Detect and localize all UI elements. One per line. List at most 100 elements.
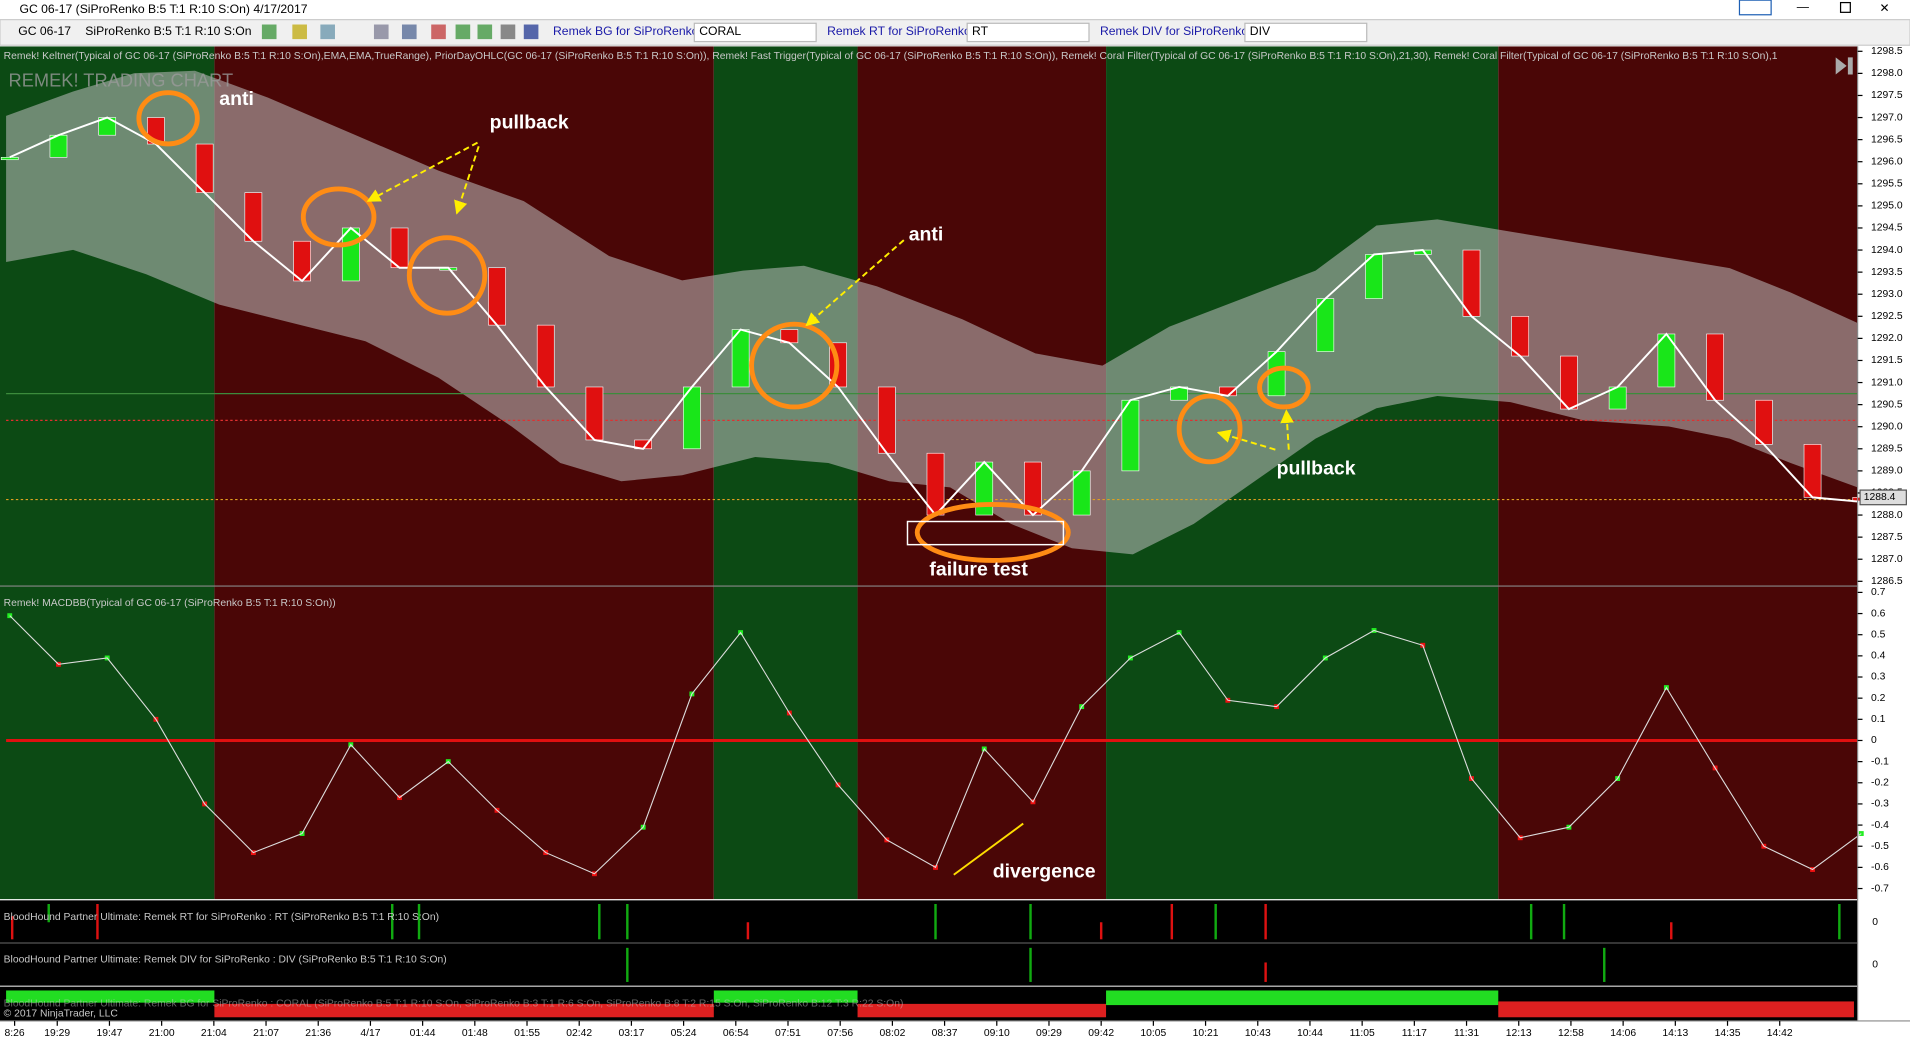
rt-value[interactable]: RT xyxy=(972,24,989,38)
y-tick-label: 1294.5 xyxy=(1871,223,1903,234)
x-tick-label: 03:17 xyxy=(618,1028,644,1039)
macd-line xyxy=(9,615,1862,875)
div-value[interactable]: DIV xyxy=(1250,24,1271,38)
y-tick-label: 1294.0 xyxy=(1871,245,1903,256)
rt-panel-header: BloodHound Partner Ultimate: Remek RT fo… xyxy=(4,912,439,923)
annotation: anti xyxy=(219,88,254,110)
x-tick-label: 09:42 xyxy=(1088,1028,1114,1039)
x-tick-label: 11:05 xyxy=(1350,1028,1375,1039)
scroll-end-button[interactable] xyxy=(1835,57,1853,75)
annotation: anti xyxy=(909,223,944,245)
y-tick-label: 1296.5 xyxy=(1871,134,1903,145)
renko-bar xyxy=(1316,298,1335,352)
div-panel-header: BloodHound Partner Ultimate: Remek DIV f… xyxy=(4,955,447,966)
price-layer xyxy=(0,116,1871,517)
macd-panel-header: Remek! MACDBB(Typical of GC 06-17 (SiPro… xyxy=(4,598,336,609)
window-title: GC 06-17 (SiProRenko B:5 T:1 R:10 S:On) … xyxy=(19,2,307,16)
y-tick-label: 1293.0 xyxy=(1871,289,1903,300)
x-tick-label: 4/17 xyxy=(360,1028,380,1039)
x-tick-label: 11:17 xyxy=(1402,1028,1427,1039)
x-tick-label: 01:55 xyxy=(514,1028,540,1039)
y-tick-label: 1293.5 xyxy=(1871,267,1903,278)
annotation: divergence xyxy=(993,860,1096,882)
y-tick-label: 1288.0 xyxy=(1871,510,1903,521)
x-tick-label: 10:21 xyxy=(1193,1028,1219,1039)
y-tick-label: 1295.5 xyxy=(1871,179,1903,190)
title-bar xyxy=(0,0,1910,20)
x-tick-label: 01:44 xyxy=(410,1028,436,1039)
y-tick-label: 1296.0 xyxy=(1871,156,1903,167)
rt-zero-label: 0 xyxy=(1872,917,1878,928)
maximize[interactable] xyxy=(1839,1,1851,13)
x-tick-label: 8:26 xyxy=(5,1028,25,1039)
div-signals xyxy=(626,947,1606,982)
renko-bar xyxy=(341,227,360,282)
renko-bar xyxy=(683,386,701,450)
renko-bar xyxy=(488,267,506,326)
y-tick-label: 0.4 xyxy=(1871,651,1886,662)
div-select[interactable] xyxy=(1244,22,1368,43)
x-tick-label: 10:05 xyxy=(1140,1028,1166,1039)
x-tick-label: 09:29 xyxy=(1036,1028,1062,1039)
x-tick-label: 11:31 xyxy=(1454,1028,1479,1039)
x-tick-label: 07:56 xyxy=(827,1028,853,1039)
x-tick-label: 14:06 xyxy=(1610,1028,1636,1039)
bg-indicator[interactable]: Remek BG for SiProRenko xyxy=(553,24,699,38)
rt-select[interactable] xyxy=(966,22,1090,43)
x-tick-label: 19:29 xyxy=(44,1028,70,1039)
bar-type-select[interactable]: SiProRenko B:5 T:1 R:10 S:On xyxy=(85,24,251,38)
rt-signals xyxy=(10,903,1841,940)
instrument-select[interactable]: GC 06-17 xyxy=(18,24,71,38)
y-tick-label: 1290.5 xyxy=(1871,399,1903,410)
renko-bar xyxy=(1121,399,1140,472)
renko-bar xyxy=(1803,444,1822,498)
last-price-box xyxy=(1859,489,1907,506)
minimize[interactable]: — xyxy=(1797,0,1810,14)
renko-bar xyxy=(0,156,19,161)
y-tick-label: 1291.5 xyxy=(1871,355,1903,366)
close[interactable]: ✕ xyxy=(1880,1,1890,15)
y-tick-label: 1287.5 xyxy=(1871,532,1903,543)
window-button[interactable] xyxy=(1738,0,1772,16)
x-tick-label: 05:24 xyxy=(671,1028,697,1039)
x-tick-label: 12:13 xyxy=(1506,1028,1532,1039)
y-tick-label: 0.3 xyxy=(1871,672,1886,683)
x-tick-label: 14:13 xyxy=(1662,1028,1688,1039)
y-tick-label: -0.7 xyxy=(1871,883,1889,894)
y-tick-label: -0.6 xyxy=(1871,862,1889,873)
macd-layer xyxy=(6,613,1864,877)
x-tick-label: 06:54 xyxy=(723,1028,749,1039)
y-tick-label: 1297.0 xyxy=(1871,112,1903,123)
toolbar-icons[interactable] xyxy=(261,24,539,40)
x-tick-label: 14:42 xyxy=(1767,1028,1793,1039)
x-tick-label: 07:51 xyxy=(775,1028,801,1039)
renko-bar xyxy=(585,386,604,441)
x-tick-label: 21:04 xyxy=(201,1028,227,1039)
x-tick-label: 01:48 xyxy=(462,1028,488,1039)
y-tick-label: 0.6 xyxy=(1871,608,1886,619)
renko-bar xyxy=(1462,249,1481,317)
y-tick-label: 0.7 xyxy=(1871,587,1886,598)
y-tick-label: 1292.5 xyxy=(1871,311,1903,322)
bg-value[interactable]: CORAL xyxy=(699,24,741,38)
x-tick-label: 21:07 xyxy=(253,1028,279,1039)
annotation: pullback xyxy=(1277,457,1356,479)
keltner-band xyxy=(6,70,1858,555)
x-tick-label: 08:02 xyxy=(879,1028,905,1039)
y-tick-label: 0.1 xyxy=(1871,714,1886,725)
y-tick-label: 1286.5 xyxy=(1871,576,1903,587)
x-tick-label: 14:35 xyxy=(1715,1028,1741,1039)
x-tick-label: 09:10 xyxy=(984,1028,1010,1039)
x-tick-label: 21:00 xyxy=(149,1028,175,1039)
y-tick-label: 1292.0 xyxy=(1871,333,1903,344)
renko-bar xyxy=(926,452,945,516)
bg-select[interactable] xyxy=(693,22,817,43)
y-tick-label: -0.3 xyxy=(1871,799,1889,810)
rt-indicator[interactable]: Remek RT for SiProRenko xyxy=(827,24,971,38)
x-tick-label: 19:47 xyxy=(97,1028,123,1039)
div-indicator[interactable]: Remek DIV for SiProRenko xyxy=(1100,24,1248,38)
div-zero-label: 0 xyxy=(1872,960,1878,971)
coral-background xyxy=(0,986,1858,1021)
x-tick-label: 21:36 xyxy=(305,1028,331,1039)
